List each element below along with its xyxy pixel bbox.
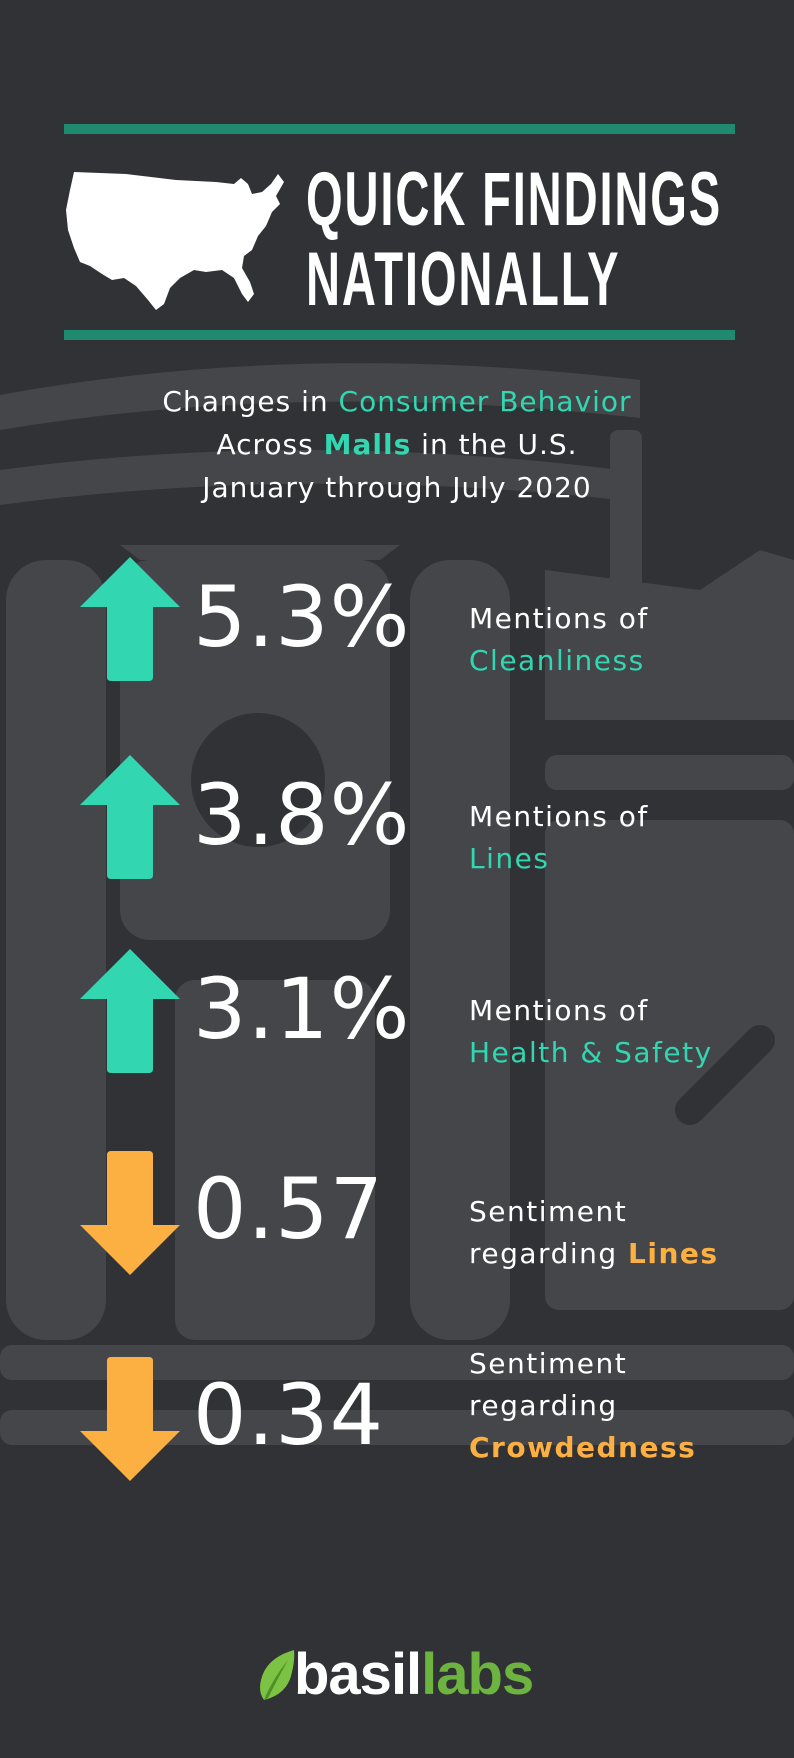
finding-row-sentiment-crowdedness: 0.34 Sentiment regarding Crowdedness <box>0 1347 794 1487</box>
finding-value: 0.34 <box>193 1366 385 1464</box>
finding-value: 0.57 <box>193 1160 385 1258</box>
subtitle-text: in the U.S. <box>411 428 578 461</box>
subtitle-line-2: Across Malls in the U.S. <box>0 423 794 466</box>
finding-label: Mentions of Health & Safety <box>469 990 713 1074</box>
arrow-down-icon <box>80 1151 180 1275</box>
logo-wordmark: basillabs <box>294 1640 534 1710</box>
finding-row-lines: 3.8% Mentions of Lines <box>0 755 794 885</box>
finding-label: Mentions of Cleanliness <box>469 598 649 682</box>
subtitle-text: Changes in <box>162 385 339 418</box>
finding-value: 3.8% <box>193 766 411 864</box>
leaf-icon <box>260 1650 295 1700</box>
basillabs-logo: basillabs <box>258 1640 548 1710</box>
subtitle-highlight: Malls <box>323 428 412 461</box>
finding-label: Sentiment regarding Crowdedness <box>469 1343 696 1469</box>
finding-label-line: Sentiment <box>469 1347 628 1380</box>
subtitle: Changes in Consumer Behavior Across Mall… <box>0 380 794 509</box>
logo-word-labs: labs <box>421 1642 534 1707</box>
title-line-2: NATIONALLY <box>306 237 621 322</box>
finding-label-line: Mentions of <box>469 994 649 1027</box>
finding-row-health-safety: 3.1% Mentions of Health & Safety <box>0 949 794 1079</box>
finding-label: Sentiment regarding Lines <box>469 1191 719 1275</box>
arrow-up-icon <box>80 755 180 879</box>
header-top-rule <box>64 124 735 134</box>
finding-label-line: Sentiment <box>469 1195 628 1228</box>
finding-label-line-2: regarding Lines <box>469 1233 719 1275</box>
title-line-1: QUICK FINDINGS <box>306 157 723 242</box>
subtitle-highlight: Consumer Behavior <box>338 385 632 418</box>
finding-label-text: regarding <box>469 1237 629 1270</box>
subtitle-text: Across <box>216 428 324 461</box>
subtitle-line-1: Changes in Consumer Behavior <box>0 380 794 423</box>
finding-label-highlight: Lines <box>628 1237 719 1270</box>
arrow-up-icon <box>80 557 180 681</box>
arrow-down-icon <box>80 1357 180 1481</box>
finding-label-line: Mentions of <box>469 602 649 635</box>
subtitle-line-3: January through July 2020 <box>202 471 592 504</box>
logo-word-basil: basil <box>294 1642 422 1707</box>
finding-label-line-2: regarding <box>469 1389 618 1422</box>
usa-map-icon <box>66 172 284 310</box>
finding-label-highlight: Crowdedness <box>469 1431 697 1464</box>
finding-label: Mentions of Lines <box>469 796 649 880</box>
finding-label-highlight: Cleanliness <box>469 644 645 677</box>
finding-label-line: Mentions of <box>469 800 649 833</box>
finding-label-highlight: Lines <box>469 842 550 875</box>
finding-label-highlight: Health & Safety <box>469 1036 713 1069</box>
page-title: QUICK FINDINGS NATIONALLY <box>306 157 723 322</box>
header-bottom-rule <box>64 330 735 340</box>
finding-row-sentiment-lines: 0.57 Sentiment regarding Lines <box>0 1151 794 1281</box>
arrow-up-icon <box>80 949 180 1073</box>
finding-row-cleanliness: 5.3% Mentions of Cleanliness <box>0 557 794 687</box>
finding-value: 5.3% <box>193 568 411 666</box>
finding-value: 3.1% <box>193 960 411 1058</box>
